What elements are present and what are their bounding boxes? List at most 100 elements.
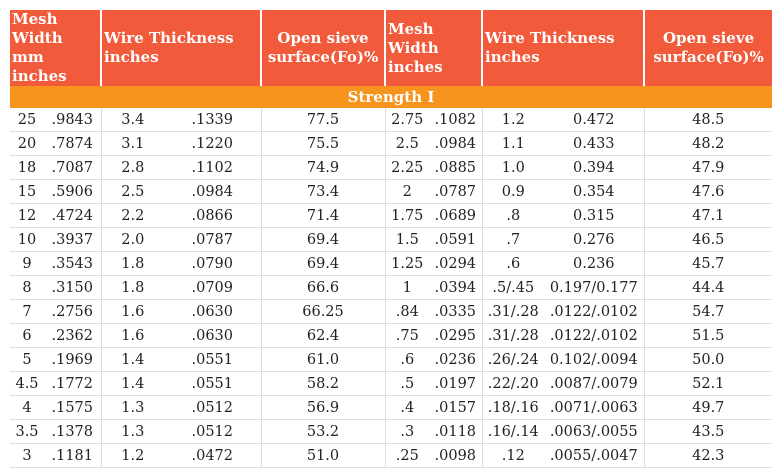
cell: .0630 bbox=[164, 323, 262, 348]
cell: .26/.24 bbox=[482, 347, 545, 372]
cell: .0236 bbox=[429, 347, 483, 372]
data-row: 9.3543 1.8.0790 69.4 1.25.0294.6 0.236 45.7 bbox=[10, 251, 773, 276]
cell: 2.5 bbox=[101, 179, 165, 204]
data-row: 4.1575 1.3.0512 56.9.4.0157.18/.16.0071/.0… bbox=[10, 395, 773, 420]
cell: 50.0 bbox=[644, 347, 773, 372]
cell: 3.5 bbox=[10, 419, 44, 444]
data-row: 18.7087 2.8.1102 74.9 2.25.0885 1.0 0.394 47.9 bbox=[10, 155, 773, 180]
cell: 51.5 bbox=[644, 323, 773, 348]
data-row: 3.5.1378 1.3.0512 53.2.3.0118.16/.14.0063/… bbox=[10, 419, 773, 444]
cell: 2.5 bbox=[385, 131, 430, 156]
cell: 1.3 bbox=[101, 395, 165, 420]
cell: 46.5 bbox=[644, 227, 773, 252]
cell: 0.394 bbox=[544, 155, 645, 180]
cell: 20 bbox=[10, 131, 44, 156]
cell: .5/.45 bbox=[482, 275, 545, 300]
cell: 74.9 bbox=[261, 155, 386, 180]
cell: .22/.20 bbox=[482, 371, 545, 396]
cell: .1772 bbox=[44, 371, 102, 396]
cell: 8 bbox=[10, 275, 44, 300]
cell: .84 bbox=[385, 299, 430, 324]
cell: .5 bbox=[385, 371, 430, 396]
cell: 71.4 bbox=[261, 203, 386, 228]
cell: 2.25 bbox=[385, 155, 430, 180]
header-cell: Mesh Width mm inches bbox=[10, 10, 103, 86]
data-row: 10.3937 2.0.0787 69.4 1.5.0591.7 0.276 46.5 bbox=[10, 227, 773, 252]
header-cell: Open sieve surface(Fo)% bbox=[261, 10, 387, 86]
cell: .7874 bbox=[44, 131, 102, 156]
cell: 52.1 bbox=[644, 371, 773, 396]
cell: 2.2 bbox=[101, 203, 165, 228]
cell: .1102 bbox=[164, 155, 262, 180]
cell: 42.3 bbox=[644, 443, 773, 468]
cell: 44.4 bbox=[644, 275, 773, 300]
data-row: 5.1969 1.4.0551 61.0.6.0236.26/.24 0.102/.0… bbox=[10, 347, 773, 372]
cell: 5 bbox=[10, 347, 44, 372]
cell: .6 bbox=[482, 251, 545, 276]
cell: 18 bbox=[10, 155, 44, 180]
cell: 1 bbox=[385, 275, 430, 300]
cell: .0055/.0047 bbox=[544, 443, 645, 468]
cell: .7087 bbox=[44, 155, 102, 180]
cell: 0.276 bbox=[544, 227, 645, 252]
cell: .0071/.0063 bbox=[544, 395, 645, 420]
cell: 12 bbox=[10, 203, 44, 228]
cell: 1.1 bbox=[482, 131, 545, 156]
cell: 0.472 bbox=[544, 108, 645, 132]
cell: .0787 bbox=[164, 227, 262, 252]
cell: .0551 bbox=[164, 371, 262, 396]
cell: 1.8 bbox=[101, 251, 165, 276]
cell: .0394 bbox=[429, 275, 483, 300]
header-cell: Wire Thickness inches bbox=[482, 10, 646, 86]
cell: 1.6 bbox=[101, 299, 165, 324]
cell: 69.4 bbox=[261, 251, 386, 276]
cell: 1.3 bbox=[101, 419, 165, 444]
cell: 6 bbox=[10, 323, 44, 348]
cell: .0098 bbox=[429, 443, 483, 468]
cell: .1969 bbox=[44, 347, 102, 372]
cell: .31/.28 bbox=[482, 323, 545, 348]
cell: 48.5 bbox=[644, 108, 773, 132]
cell: .0591 bbox=[429, 227, 483, 252]
cell: .1082 bbox=[429, 108, 483, 132]
cell: .0294 bbox=[429, 251, 483, 276]
cell: 49.7 bbox=[644, 395, 773, 420]
cell: .6 bbox=[385, 347, 430, 372]
cell: .0122/.0102 bbox=[544, 299, 645, 324]
data-row: 4.5.1772 1.4.0551 58.2.5.0197.22/.20.0087/… bbox=[10, 371, 773, 396]
cell: .7 bbox=[482, 227, 545, 252]
cell: .3543 bbox=[44, 251, 102, 276]
cell: .2756 bbox=[44, 299, 102, 324]
cell: 61.0 bbox=[261, 347, 386, 372]
cell: .3937 bbox=[44, 227, 102, 252]
cell: 54.7 bbox=[644, 299, 773, 324]
cell: .1378 bbox=[44, 419, 102, 444]
header-cell: Wire Thickness inches bbox=[101, 10, 263, 86]
cell: 58.2 bbox=[261, 371, 386, 396]
cell: 9 bbox=[10, 251, 44, 276]
data-row: 3.1181 1.2.0472 51.0.25.0098.12.0055/.0047… bbox=[10, 443, 773, 468]
cell: 1.75 bbox=[385, 203, 430, 228]
cell: .0295 bbox=[429, 323, 483, 348]
cell: .0122/.0102 bbox=[544, 323, 645, 348]
cell: .0512 bbox=[164, 419, 262, 444]
cell: 53.2 bbox=[261, 419, 386, 444]
cell: 1.5 bbox=[385, 227, 430, 252]
section-title: Strength I bbox=[10, 86, 773, 108]
cell: .0885 bbox=[429, 155, 483, 180]
cell: .0790 bbox=[164, 251, 262, 276]
cell: 62.4 bbox=[261, 323, 386, 348]
cell: 1.2 bbox=[101, 443, 165, 468]
cell: .0063/.0055 bbox=[544, 419, 645, 444]
cell: 2.0 bbox=[101, 227, 165, 252]
table-body: 25.9843 3.4.1339 77.5 2.75.1082 1.2 0.472 48.5… bbox=[10, 108, 773, 468]
cell: 43.5 bbox=[644, 419, 773, 444]
cell: 66.25 bbox=[261, 299, 386, 324]
cell: 10 bbox=[10, 227, 44, 252]
cell: .16/.14 bbox=[482, 419, 545, 444]
data-row: 20.7874 3.1.1220 75.5 2.5.0984 1.1 0.433 48.2 bbox=[10, 131, 773, 156]
cell: 0.9 bbox=[482, 179, 545, 204]
cell: .8 bbox=[482, 203, 545, 228]
cell: 48.2 bbox=[644, 131, 773, 156]
cell: 0.354 bbox=[544, 179, 645, 204]
